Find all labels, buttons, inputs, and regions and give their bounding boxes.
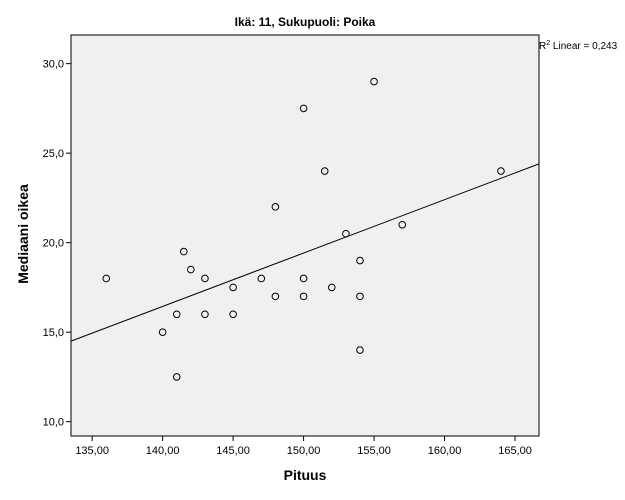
data-point (299, 292, 308, 301)
fit-line (70, 163, 540, 342)
data-point (271, 203, 280, 211)
plot-area (70, 34, 540, 437)
data-point (497, 167, 505, 175)
data-point (356, 346, 364, 354)
data-point (271, 292, 280, 301)
x-tick-label: 135,00 (75, 445, 109, 457)
y-tick-label: 20,0 (43, 238, 64, 250)
x-tick-label: 150,00 (287, 445, 321, 457)
y-axis: 10,0 15,0 20,0 25,0 30,0 (43, 59, 71, 429)
data-point (257, 274, 266, 283)
data-point (172, 310, 181, 319)
r2-superscript: 2 (546, 40, 550, 47)
x-tick-label: 155,00 (357, 445, 391, 457)
data-point (201, 310, 209, 319)
data-point (172, 373, 181, 381)
x-axis: 135,00 140,00 145,00 150,00 155,00 160,00 165,… (75, 436, 532, 457)
y-tick-label: 10,0 (43, 417, 64, 429)
x-tick-label: 145,00 (216, 445, 250, 457)
y-tick-label: 30,0 (43, 59, 64, 71)
data-point (187, 265, 195, 274)
x-tick-label: 160,00 (428, 445, 462, 457)
data-point (158, 328, 167, 336)
y-axis-title: Mediaani oikea (15, 184, 31, 284)
r2-suffix: Linear = 0,243 (550, 41, 617, 52)
y-tick-label: 25,0 (43, 148, 64, 160)
data-point (299, 104, 308, 113)
data-point (370, 77, 378, 86)
data-point (102, 274, 111, 283)
data-point (320, 167, 329, 175)
r2-annotation: R2 Linear = 0,243 (539, 40, 618, 52)
x-tick-label: 165,00 (498, 445, 532, 457)
data-point (229, 283, 237, 292)
y-tick-label: 15,0 (43, 327, 64, 339)
chart-title: Ikä: 11, Sukupuoli: Poika (235, 15, 376, 29)
data-point (356, 292, 364, 301)
x-axis-title: Pituus (284, 467, 327, 483)
data-points (102, 77, 505, 381)
data-point (356, 256, 364, 265)
data-point (179, 247, 188, 256)
data-point (342, 229, 350, 238)
data-point (299, 274, 308, 283)
data-point (398, 220, 407, 229)
r2-prefix: R (539, 41, 546, 52)
data-point (327, 283, 336, 292)
x-tick-label: 140,00 (146, 445, 180, 457)
data-point (229, 310, 237, 319)
data-point (201, 274, 209, 283)
